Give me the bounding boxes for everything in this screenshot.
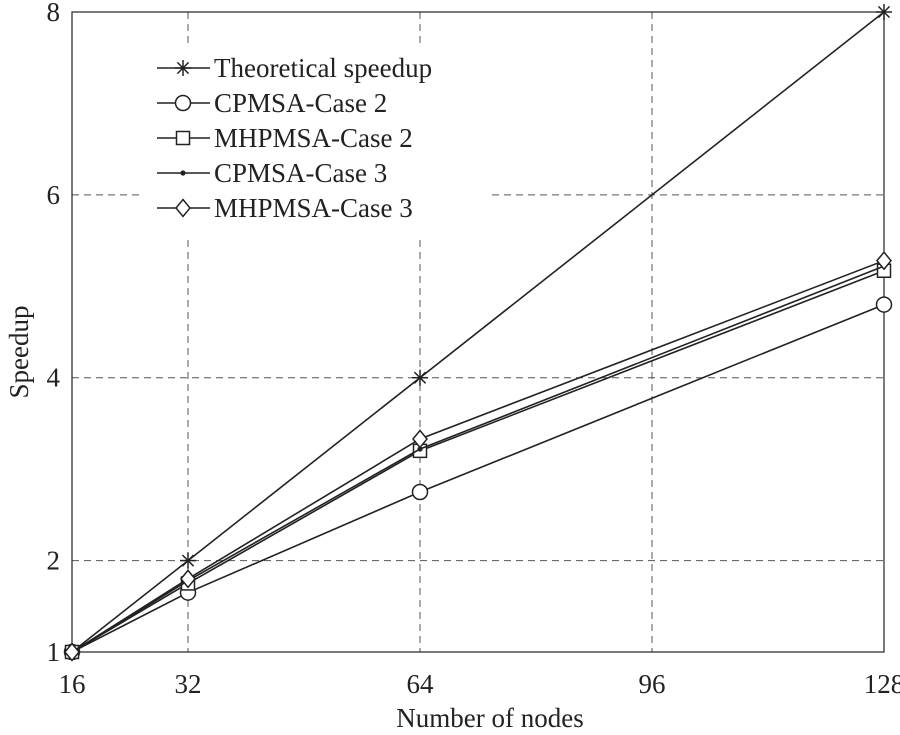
legend-label-cpmsa-case-3: CPMSA-Case 3 — [214, 158, 387, 188]
legend: Theoretical speedup CPMSA-Case 2 MHPMSA-Ca… — [140, 48, 490, 236]
point-mhpmsa-case-3-16-shape — [64, 642, 80, 662]
series-line-mhpmsa-case-2 — [71, 269, 885, 653]
point-mhpmsa-case-3-16 — [64, 642, 80, 662]
plot-frame — [71, 11, 885, 653]
point-cpmsa-case-2-128-shape — [875, 296, 893, 313]
series-line-theoretical-speedup — [71, 11, 885, 653]
point-mhpmsa-case-3-64 — [412, 429, 428, 449]
y-tick-label-8: 8 — [47, 0, 61, 27]
x-tick-label-96: 96 — [639, 669, 666, 699]
series-line-mhpmsa-case-3 — [71, 259, 885, 653]
legend-label-mhpmsa-case-3: MHPMSA-Case 3 — [214, 193, 413, 223]
tick-labels: 16 32 64 96 128 1 2 4 6 8 — [47, 0, 900, 699]
point-cpmsa-case-3-64 — [417, 446, 423, 452]
y-tick-label-6: 6 — [47, 180, 61, 210]
point-mhpmsa-case-3-32 — [180, 569, 196, 589]
x-tick-label-16: 16 — [59, 669, 86, 699]
series-group — [63, 4, 893, 662]
point-theoretical-speedup-128 — [876, 4, 892, 20]
y-tick-label-2: 2 — [47, 546, 61, 576]
x-tick-label-128: 128 — [864, 669, 900, 699]
legend-marker-mhpmsa-case-3-shape — [175, 198, 191, 218]
x-tick-label-64: 64 — [407, 669, 435, 699]
legend-label-mhpmsa-case-2: MHPMSA-Case 2 — [214, 123, 413, 153]
y-tick-label-1: 1 — [47, 637, 61, 667]
legend-marker-cpmsa-case-2-shape — [174, 94, 192, 112]
point-cpmsa-case-2-128 — [875, 296, 893, 313]
x-axis-label: Number of nodes — [396, 703, 583, 733]
legend-marker-mhpmsa-case-2-shape — [175, 130, 191, 146]
legend-marker-mhpmsa-case-2 — [175, 130, 191, 146]
y-axis-label: Speedup — [4, 306, 34, 399]
x-tick-label-32: 32 — [175, 669, 202, 699]
point-mhpmsa-case-3-128 — [876, 251, 892, 271]
point-cpmsa-case-2-64 — [411, 483, 429, 501]
legend-marker-mhpmsa-case-3 — [175, 198, 191, 218]
point-theoretical-speedup-64 — [412, 369, 428, 386]
legend-marker-cpmsa-case-2 — [174, 94, 192, 112]
legend-label-theoretical-speedup: Theoretical speedup — [214, 53, 432, 83]
point-cpmsa-case-3-64-shape — [417, 446, 423, 452]
legend-marker-theoretical-speedup — [175, 60, 191, 76]
point-mhpmsa-case-3-128-shape — [876, 251, 892, 271]
point-mhpmsa-case-3-32-shape — [180, 569, 196, 589]
legend-background — [140, 48, 490, 236]
y-tick-label-4: 4 — [47, 363, 61, 393]
point-theoretical-speedup-32 — [180, 552, 196, 569]
point-cpmsa-case-2-64-shape — [411, 483, 429, 501]
legend-label-cpmsa-case-2: CPMSA-Case 2 — [214, 88, 387, 118]
legend-marker-cpmsa-case-3-shape — [180, 170, 186, 176]
point-mhpmsa-case-3-64-shape — [412, 429, 428, 449]
series-line-cpmsa-case-2 — [71, 303, 885, 653]
legend-marker-cpmsa-case-3 — [180, 170, 186, 176]
